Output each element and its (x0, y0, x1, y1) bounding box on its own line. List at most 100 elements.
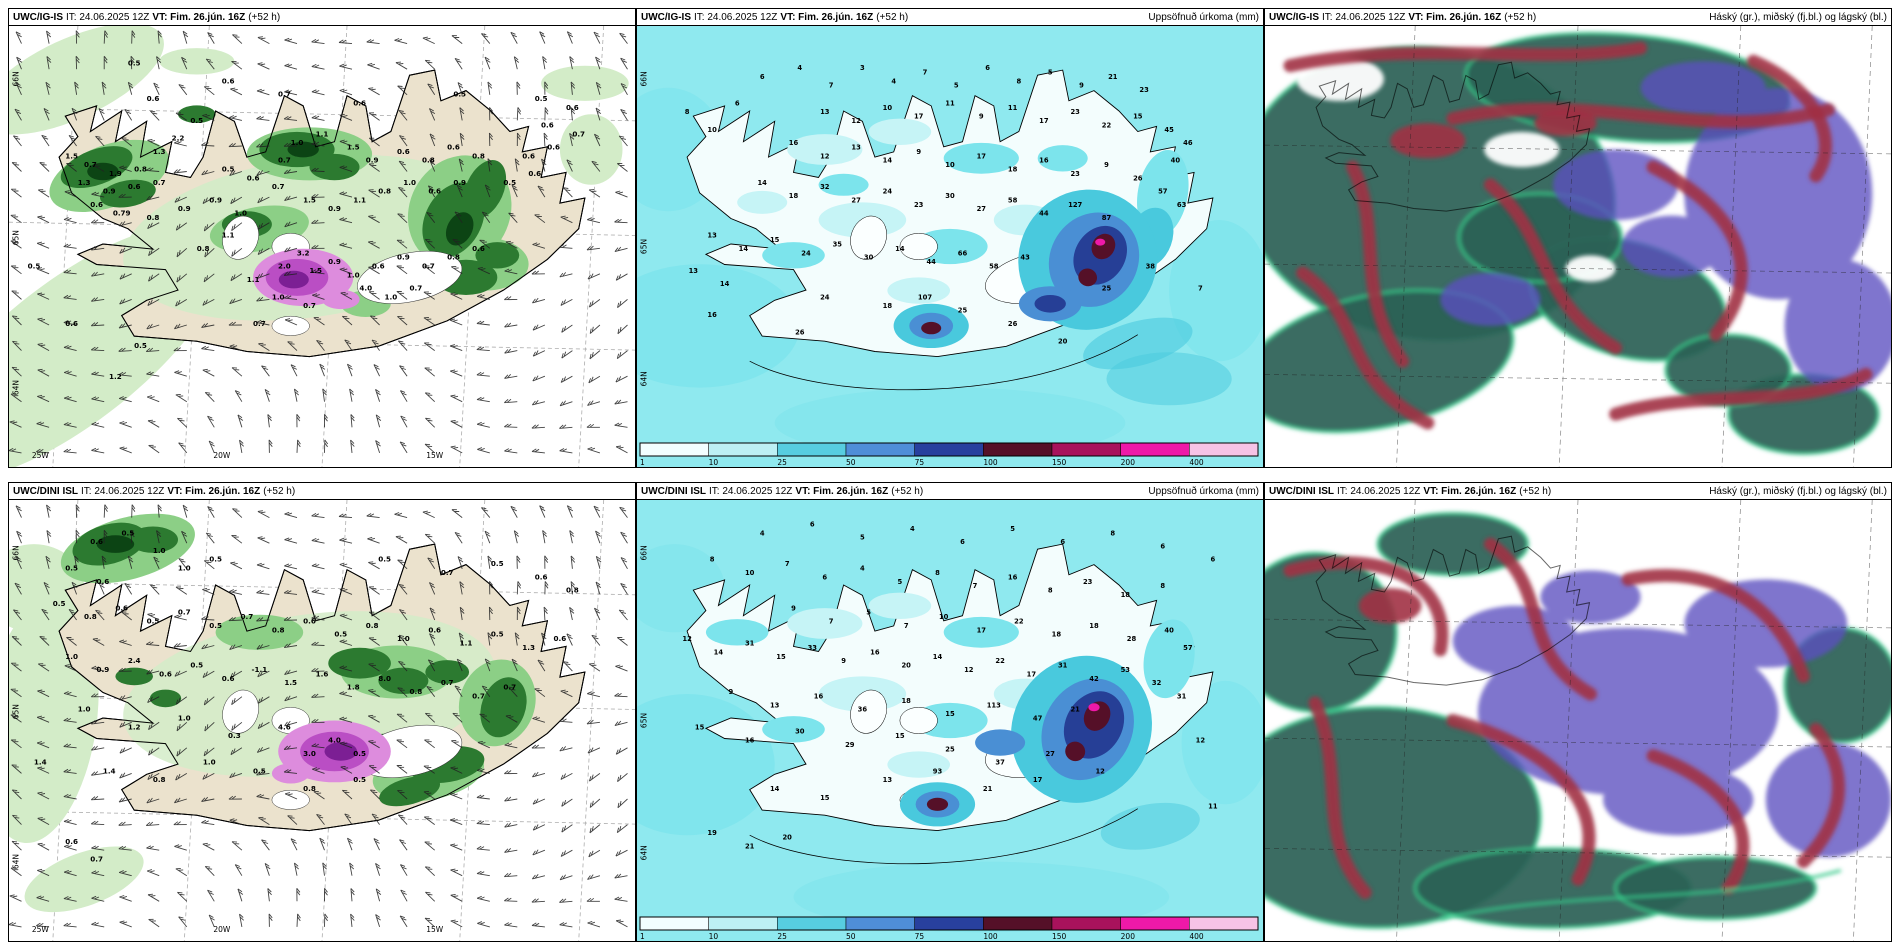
svg-text:0.9: 0.9 (97, 665, 110, 674)
svg-text:0.8: 0.8 (84, 612, 97, 621)
panel-title: Háský (gr.), miðský (fj.bl.) og lágský (… (1709, 11, 1887, 23)
svg-text:1.5: 1.5 (347, 143, 360, 152)
map-values-layer: 4654656866810764587168231889757101722181… (682, 521, 1218, 851)
high-cloud-layer (1283, 537, 1845, 921)
svg-text:25: 25 (1102, 285, 1112, 293)
svg-text:8: 8 (1048, 587, 1053, 595)
svg-text:1.3: 1.3 (78, 178, 91, 187)
svg-text:0.6: 0.6 (222, 76, 235, 85)
svg-text:5: 5 (860, 534, 865, 542)
svg-text:18: 18 (1121, 591, 1131, 599)
model-name: UWC/DINI ISL (13, 485, 78, 497)
svg-text:0.6: 0.6 (372, 262, 385, 271)
svg-text:14: 14 (895, 245, 905, 253)
svg-text:42: 42 (1089, 675, 1099, 683)
svg-text:11: 11 (945, 99, 955, 107)
wind-barbs-layer (9, 30, 628, 454)
model-name: UWC/DINI ISL (1269, 485, 1334, 497)
svg-text:43: 43 (1020, 254, 1030, 262)
graticule (1265, 26, 1891, 467)
svg-text:0.6: 0.6 (554, 634, 567, 643)
svg-text:1: 1 (640, 932, 645, 941)
panel-dini-clouds: UWC/DINI ISL IT: 24.06.2025 12Z VT: Fim. 2… (1264, 482, 1892, 942)
svg-text:7: 7 (1198, 285, 1203, 293)
svg-text:0.6: 0.6 (353, 98, 366, 107)
svg-text:14: 14 (739, 245, 749, 253)
svg-text:0.7: 0.7 (278, 90, 291, 99)
svg-text:0.8: 0.8 (447, 253, 460, 262)
svg-text:13: 13 (770, 701, 780, 709)
svg-text:0.5: 0.5 (134, 341, 147, 350)
svg-text:4: 4 (797, 64, 802, 72)
svg-text:0.7: 0.7 (441, 568, 454, 577)
svg-text:6: 6 (810, 521, 815, 529)
svg-text:21: 21 (745, 842, 755, 850)
svg-text:14: 14 (883, 157, 893, 165)
svg-text:8.0: 8.0 (378, 674, 391, 683)
svg-text:1.2: 1.2 (128, 722, 141, 731)
svg-text:10: 10 (709, 458, 719, 467)
offshore-contour (749, 808, 1139, 865)
svg-text:113: 113 (987, 701, 1001, 709)
svg-text:20W: 20W (213, 451, 231, 460)
svg-text:16: 16 (1008, 573, 1018, 581)
svg-text:0.6: 0.6 (522, 151, 535, 160)
svg-text:1.5: 1.5 (303, 195, 316, 204)
svg-text:7: 7 (923, 69, 928, 77)
init-time: IT: 24.06.2025 12Z (81, 485, 165, 497)
heavy-precip-layer (899, 655, 1152, 827)
map-values-layer: 0.5 0.6 0.6 0.7 0.5 0.6 0.5 0.5 0.6 0.6 0.7 2.2 1.3 1… (28, 59, 585, 381)
svg-text:8: 8 (685, 108, 690, 116)
svg-text:31: 31 (1058, 662, 1068, 670)
offshore-contour (749, 334, 1139, 391)
svg-text:0.8: 0.8 (472, 151, 485, 160)
svg-text:23: 23 (1070, 108, 1080, 116)
svg-text:9: 9 (841, 657, 846, 665)
svg-text:24: 24 (801, 249, 811, 257)
run-info: UWC/DINI ISL IT: 24.06.2025 12Z VT: Fim. 2… (641, 486, 926, 497)
map-accum-precip-dini: 4654656866810764587168231889757101722181… (637, 500, 1263, 941)
svg-text:6: 6 (1211, 556, 1216, 564)
svg-text:11: 11 (1008, 104, 1018, 112)
graticule-labels: 66N 65N 64N (639, 545, 648, 860)
panel-title: Uppsöfnuð úrkoma (mm) (1148, 11, 1259, 23)
valid-time: VT: Fim. 26.jún. 16Z (167, 485, 261, 497)
svg-text:20W: 20W (213, 925, 231, 934)
model-name: UWC/IG-IS (1269, 11, 1319, 23)
svg-text:23: 23 (1070, 170, 1080, 178)
svg-text:100: 100 (983, 458, 998, 467)
svg-text:0.8: 0.8 (197, 244, 210, 253)
svg-text:1.3: 1.3 (522, 643, 535, 652)
svg-text:14: 14 (720, 280, 730, 288)
svg-text:1.0: 1.0 (397, 634, 410, 643)
svg-text:150: 150 (1052, 458, 1067, 467)
wind-barbs-layer (9, 504, 628, 928)
valid-time: VT: Fim. 26.jún. 16Z (1408, 11, 1502, 23)
svg-text:10: 10 (745, 569, 755, 577)
svg-text:24: 24 (820, 293, 830, 301)
svg-text:150: 150 (1052, 932, 1067, 941)
iceland-coastline (1315, 535, 1591, 686)
svg-text:40: 40 (1164, 626, 1174, 634)
svg-text:0.8: 0.8 (303, 784, 316, 793)
sea-precip-layer (637, 544, 1263, 933)
svg-text:22: 22 (995, 657, 1005, 665)
svg-text:0.5: 0.5 (535, 94, 548, 103)
svg-text:0.3: 0.3 (228, 731, 241, 740)
svg-text:13: 13 (689, 267, 699, 275)
svg-text:8: 8 (1110, 529, 1115, 537)
svg-text:0.9: 0.9 (397, 253, 410, 262)
heavy-precip-layer (893, 189, 1158, 348)
svg-text:45: 45 (1164, 126, 1174, 134)
svg-text:53: 53 (1121, 666, 1131, 674)
graticule-labels: 66N 65N 64N (639, 71, 648, 386)
svg-text:1.0: 1.0 (403, 178, 416, 187)
svg-text:13: 13 (707, 232, 717, 240)
svg-text:16: 16 (814, 692, 824, 700)
svg-text:4.0: 4.0 (359, 284, 372, 293)
svg-text:14: 14 (714, 648, 724, 656)
svg-text:36: 36 (858, 706, 868, 714)
svg-text:0.7: 0.7 (572, 129, 585, 138)
svg-text:0.6: 0.6 (128, 182, 141, 191)
